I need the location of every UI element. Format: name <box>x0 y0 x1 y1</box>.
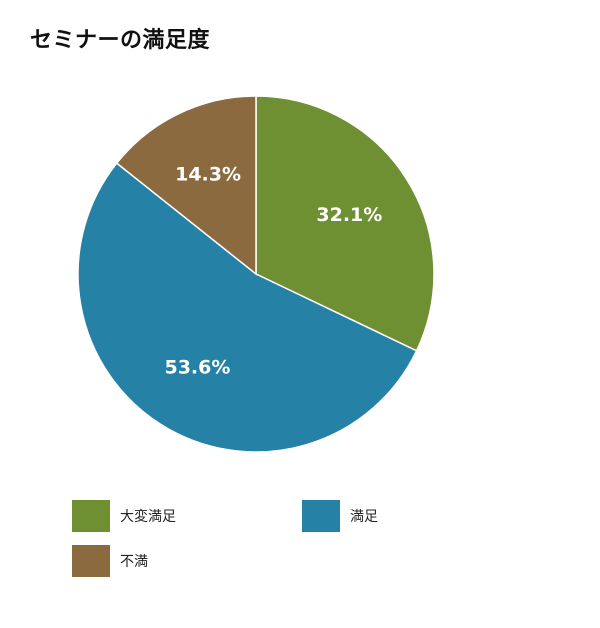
pie-slice-0 <box>255 95 435 352</box>
legend-item-0: 大変満足 <box>72 500 176 532</box>
pie-slice-2 <box>115 95 257 276</box>
pie-chart: 32.1% 53.6% 14.3% <box>77 95 435 453</box>
legend-swatch-0 <box>72 500 110 532</box>
legend-label-1: 満足 <box>350 509 378 525</box>
legend-swatch-1 <box>302 500 340 532</box>
legend-item-1: 満足 <box>302 500 378 532</box>
legend-label-0: 大変満足 <box>120 509 176 525</box>
slice-value-label-0: 32.1% <box>316 204 382 226</box>
pie-value-labels: 32.1% 53.6% 14.3% <box>164 164 382 379</box>
legend-swatch-2 <box>72 545 110 577</box>
chart-title: セミナーの満足度 <box>30 28 211 53</box>
slice-value-label-1: 53.6% <box>164 357 230 379</box>
legend-label-2: 不満 <box>120 554 148 570</box>
legend: 大変満足 満足 不満 <box>72 500 532 590</box>
slice-value-label-2: 14.3% <box>175 164 241 186</box>
pie-slices <box>77 95 435 453</box>
legend-item-2: 不満 <box>72 545 148 577</box>
pie-slice-1 <box>77 162 418 453</box>
